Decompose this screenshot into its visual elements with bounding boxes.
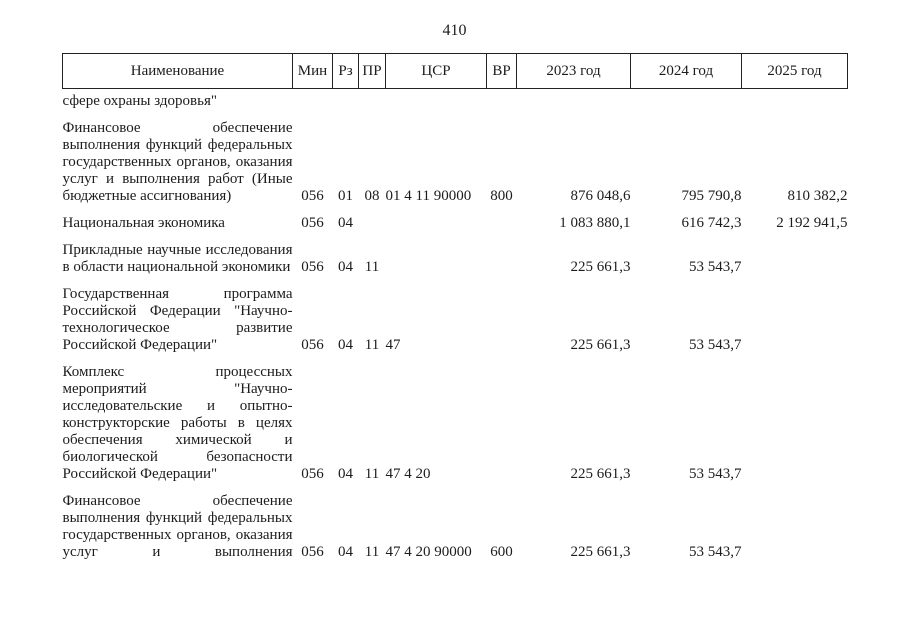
cell-min: 056: [301, 466, 324, 482]
cell-2023: 225 661,3: [570, 544, 631, 560]
cell-vr: [487, 276, 517, 354]
cell-name: Комплекс процессных мероприятий "Научно-…: [62, 364, 293, 482]
cell-rz: 04: [338, 259, 353, 275]
cell-name: Национальная экономика: [62, 215, 225, 231]
cell-2023: [517, 89, 631, 111]
cell-vr: [487, 354, 517, 483]
cell-min: 056: [301, 215, 324, 231]
column-header-2025: 2025 год: [741, 53, 848, 89]
column-header-rz: Рз: [332, 53, 359, 89]
cell-vr: [487, 89, 517, 111]
cell-name: Прикладные научные исследования в област…: [62, 242, 293, 275]
cell-pr: [359, 89, 386, 111]
cell-pr: [359, 205, 386, 232]
cell-rz: 04: [338, 544, 353, 560]
cell-2024: 53 543,7: [689, 466, 742, 482]
cell-2024: 53 543,7: [689, 544, 742, 560]
cell-min: 056: [301, 544, 324, 560]
cell-2023: 876 048,6: [570, 188, 631, 204]
cell-vr: 600: [490, 544, 513, 560]
table-header-row: Наименование Мин Рз ПР ЦСР ВР 2023 год 2…: [62, 53, 848, 89]
cell-2025: [742, 276, 848, 354]
column-header-csr: ЦСР: [385, 53, 487, 89]
cell-2023: 225 661,3: [570, 466, 631, 482]
cell-csr: [386, 232, 487, 276]
cell-vr: 800: [490, 188, 513, 204]
cell-name: Финансовое обеспечение выполнения функци…: [62, 493, 293, 560]
cell-pr: 11: [364, 544, 380, 560]
cell-pr: 11: [364, 466, 380, 482]
budget-table: Наименование Мин Рз ПР ЦСР ВР 2023 год 2…: [62, 53, 848, 561]
cell-2025: 810 382,2: [787, 188, 848, 204]
cell-min: 056: [301, 259, 324, 275]
cell-2025: 2 192 941,5: [776, 215, 848, 231]
cell-min: [293, 89, 333, 111]
cell-rz: 01: [338, 188, 353, 204]
cell-name: Финансовое обеспечение выполнения функци…: [62, 120, 293, 204]
cell-rz: [333, 89, 359, 111]
table-row: Комплекс процессных мероприятий "Научно-…: [63, 354, 848, 483]
cell-min: 056: [301, 188, 324, 204]
cell-csr: [386, 89, 487, 111]
cell-pr: 11: [364, 337, 380, 353]
column-header-2023: 2023 год: [516, 53, 631, 89]
cell-csr: [386, 205, 487, 232]
cell-rz: 04: [338, 215, 353, 231]
column-header-pr: ПР: [358, 53, 386, 89]
cell-rz: 04: [338, 337, 353, 353]
cell-pr: 11: [364, 259, 380, 275]
cell-2023: 1 083 880,1: [559, 215, 631, 231]
cell-csr: 47: [385, 337, 401, 353]
cell-name: Государственная программа Российской Фед…: [62, 286, 293, 353]
column-header-vr: ВР: [486, 53, 517, 89]
table-row: Национальная экономика 056 04 1 083 880,…: [63, 205, 848, 232]
cell-csr: 01 4 11 90000: [385, 188, 472, 204]
cell-vr: [487, 232, 517, 276]
column-header-2024: 2024 год: [630, 53, 742, 89]
cell-2024: 795 790,8: [681, 188, 742, 204]
cell-2024: 53 543,7: [689, 259, 742, 275]
table-row: Финансовое обеспечение выполнения функци…: [63, 110, 848, 205]
cell-2024: 616 742,3: [681, 215, 742, 231]
cell-vr: [487, 205, 517, 232]
table-row: Финансовое обеспечение выполнения функци…: [63, 483, 848, 561]
cell-2023: 225 661,3: [570, 337, 631, 353]
cell-2025: [742, 89, 848, 111]
cell-pr: 08: [364, 188, 380, 204]
cell-2025: [742, 354, 848, 483]
table-row: Прикладные научные исследования в област…: [63, 232, 848, 276]
cell-rz: 04: [338, 466, 353, 482]
column-header-min: Мин: [292, 53, 333, 89]
cell-csr: 47 4 20: [385, 466, 431, 482]
cell-2025: [742, 232, 848, 276]
cell-2024: 53 543,7: [689, 337, 742, 353]
cell-csr: 47 4 20 90000: [385, 544, 472, 560]
cell-2024: [631, 89, 742, 111]
column-header-name: Наименование: [62, 53, 293, 89]
cell-name: сфере охраны здоровья": [62, 93, 218, 109]
cell-2023: 225 661,3: [570, 259, 631, 275]
table-row: Государственная программа Российской Фед…: [63, 276, 848, 354]
table-row: сфере охраны здоровья": [63, 89, 848, 111]
cell-2025: [742, 483, 848, 561]
cell-min: 056: [301, 337, 324, 353]
page-number: 410: [442, 22, 467, 39]
